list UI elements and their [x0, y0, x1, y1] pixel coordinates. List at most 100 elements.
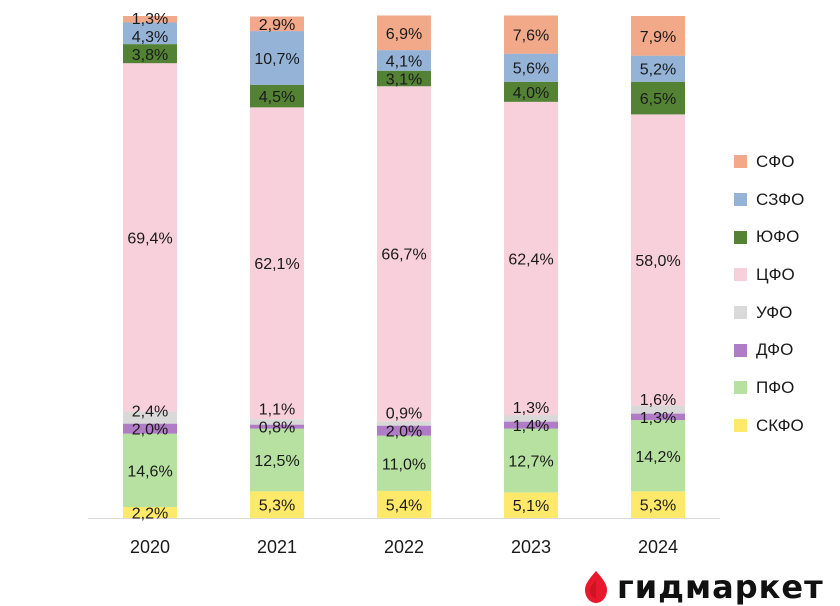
bar-segment-ЮФО-2024 [631, 81, 685, 115]
data-label-СФО-2022: 6,9% [386, 26, 422, 43]
bar-segment-ДФО-2021 [250, 424, 304, 429]
bar-segment-СКФО-2024 [631, 491, 685, 518]
bar-segment-СФО-2020 [123, 16, 177, 23]
data-label-СФО-2021: 2,9% [259, 17, 295, 34]
data-label-ДФО-2022: 2,0% [386, 424, 422, 441]
data-label-СЗФО-2021: 10,7% [254, 51, 299, 68]
data-label-СКФО-2023: 5,1% [513, 498, 549, 515]
data-label-ПФО-2024: 14,2% [635, 449, 680, 466]
bar-2020 [123, 16, 177, 518]
legend-label: УФО [756, 302, 793, 322]
data-label-СКФО-2024: 5,3% [640, 498, 676, 515]
bar-2021 [250, 16, 304, 518]
data-label-ДФО-2023: 1,4% [513, 418, 549, 435]
data-label-ЦФО-2022: 66,7% [381, 247, 426, 264]
data-label-УФО-2022: 0,9% [386, 406, 422, 423]
data-label-ПФО-2022: 11,0% [382, 456, 426, 473]
legend-label: ЦФО [756, 264, 795, 284]
bar-segment-ПФО-2021 [250, 428, 304, 492]
data-label-УФО-2024: 1,6% [640, 392, 676, 409]
bar-segment-ЦФО-2022 [377, 86, 431, 422]
bar-segment-УФО-2023 [504, 415, 558, 422]
legend-swatch [734, 381, 747, 395]
legend-item-УФО: УФО [734, 294, 834, 332]
data-label-ДФО-2021: 0,8% [259, 420, 295, 437]
data-label-СФО-2023: 7,6% [513, 28, 549, 45]
data-label-ЦФО-2024: 58,0% [635, 253, 680, 270]
legend-item-СКФО: СКФО [734, 407, 834, 445]
legend-item-СЗФО: СЗФО [734, 181, 834, 219]
bar-segment-СЗФО-2020 [123, 22, 177, 45]
legend: СФО СЗФО ЮФО ЦФО УФО ДФО ПФО СКФО [734, 143, 834, 445]
data-label-ПФО-2023: 12,7% [508, 454, 553, 471]
bar-segment-ЮФО-2020 [123, 44, 177, 64]
data-label-ПФО-2020: 14,6% [127, 463, 172, 480]
x-tick-label-2023: 2023 [511, 537, 551, 557]
bar-segment-ЦФО-2023 [504, 101, 558, 416]
bar-segment-ДФО-2024 [631, 413, 685, 421]
data-label-СКФО-2020: 2,2% [132, 505, 168, 522]
legend-label: СЗФО [756, 189, 805, 209]
bar-segment-СЗФО-2023 [504, 53, 558, 82]
data-label-СФО-2020: 1,3% [132, 11, 168, 28]
legend-label: ПФО [756, 377, 795, 397]
data-label-ЮФО-2020: 3,8% [132, 47, 168, 64]
legend-item-ЦФО: ЦФО [734, 256, 834, 294]
bar-2023 [504, 15, 558, 518]
data-label-УФО-2021: 1,1% [259, 402, 295, 419]
bar-segment-ЦФО-2021 [250, 107, 304, 420]
bar-segment-СФО-2024 [631, 16, 685, 56]
bar-segment-СЗФО-2021 [250, 31, 304, 85]
data-label-СФО-2024: 7,9% [640, 29, 676, 46]
data-label-ЦФО-2021: 62,1% [254, 256, 299, 273]
legend-item-ЮФО: ЮФО [734, 218, 834, 256]
legend-swatch [734, 419, 747, 433]
legend-item-ДФО: ДФО [734, 331, 834, 369]
legend-swatch [734, 268, 747, 282]
bar-segment-СКФО-2020 [123, 506, 177, 518]
bar-2022 [377, 15, 431, 518]
legend-label: СФО [756, 151, 795, 171]
data-label-СЗФО-2023: 5,6% [513, 61, 549, 78]
bar-segment-ЮФО-2023 [504, 81, 558, 102]
x-tick-label-2022: 2022 [384, 537, 424, 557]
data-label-СЗФО-2022: 4,1% [386, 53, 422, 70]
bar-segment-ЮФО-2022 [377, 70, 431, 87]
data-label-СЗФО-2024: 5,2% [640, 62, 676, 79]
bar-2024 [631, 16, 685, 518]
bar-segment-УФО-2021 [250, 419, 304, 425]
bar-segment-ДФО-2023 [504, 421, 558, 429]
bar-segment-УФО-2020 [123, 411, 177, 424]
x-tick-label-2024: 2024 [638, 537, 678, 557]
data-label-ДФО-2024: 1,3% [640, 410, 676, 427]
brand-name: гидмаркет [617, 568, 824, 606]
bar-segment-УФО-2024 [631, 405, 685, 414]
legend-swatch [734, 155, 747, 169]
data-label-ЦФО-2023: 62,4% [508, 251, 553, 268]
data-label-ПФО-2021: 12,5% [254, 453, 299, 470]
bar-segment-СЗФО-2022 [377, 50, 431, 71]
bar-segment-ПФО-2022 [377, 435, 431, 491]
bar-segment-СКФО-2022 [377, 490, 431, 518]
legend-label: ЮФО [756, 227, 800, 247]
bar-segment-СЗФО-2024 [631, 55, 685, 82]
bar-segment-ЦФО-2024 [631, 114, 685, 406]
data-label-СЗФО-2020: 4,3% [132, 29, 168, 46]
brand-mark-icon [585, 571, 607, 603]
brand-logo: гидмаркет [583, 568, 824, 606]
data-label-СКФО-2022: 5,4% [386, 497, 422, 514]
bar-segment-ПФО-2023 [504, 428, 558, 493]
bar-segment-ДФО-2022 [377, 425, 431, 436]
bar-segment-ЦФО-2020 [123, 63, 177, 412]
x-tick-label-2020: 2020 [130, 537, 170, 557]
data-label-УФО-2023: 1,3% [513, 400, 549, 417]
legend-swatch [734, 343, 747, 357]
bar-segment-ЮФО-2021 [250, 84, 304, 108]
data-label-ЮФО-2023: 4,0% [513, 85, 549, 102]
legend-item-СФО: СФО [734, 143, 834, 181]
data-label-ЮФО-2022: 3,1% [386, 71, 422, 88]
x-tick-label-2021: 2021 [257, 537, 297, 557]
data-label-СКФО-2021: 5,3% [259, 498, 295, 515]
bar-segment-УФО-2022 [377, 421, 431, 426]
